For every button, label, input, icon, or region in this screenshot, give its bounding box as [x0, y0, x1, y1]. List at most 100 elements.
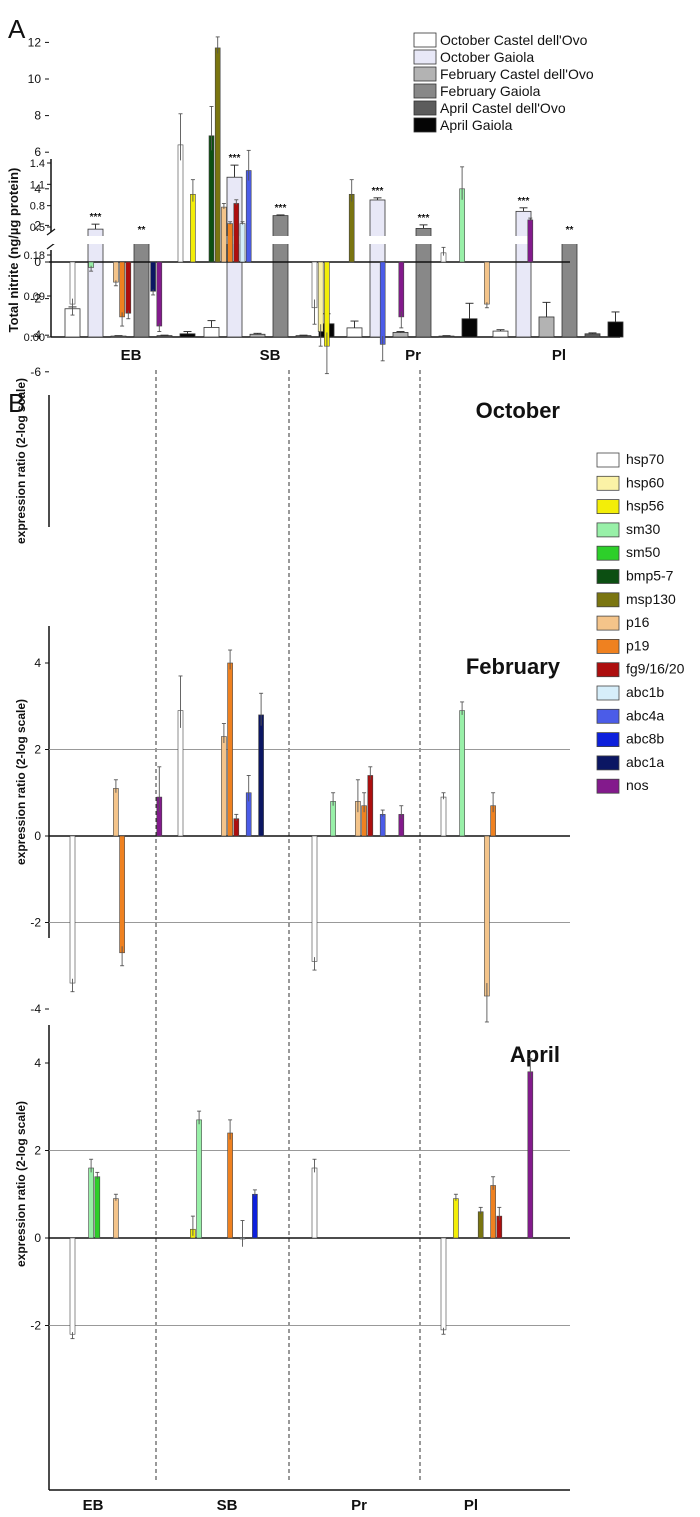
x-category-label: SB	[260, 347, 281, 364]
y-tick-label: 0.09	[24, 291, 45, 303]
bar-p16	[221, 206, 227, 263]
legend-label: April Gaiola	[440, 117, 513, 133]
x-category-label: EB	[121, 347, 142, 364]
bar-fg9/16/20	[125, 261, 132, 314]
bar-abc1b	[239, 223, 246, 263]
x-category-label: Pr	[351, 1497, 367, 1514]
bar	[249, 333, 266, 338]
y-tick-label: 0	[34, 1231, 41, 1245]
y-tick-label: -6	[30, 365, 41, 379]
legend-swatch-sm50	[596, 545, 620, 561]
bar	[492, 330, 509, 338]
y-tick-label: -4	[30, 328, 41, 342]
y-tick-label: 6	[34, 145, 41, 159]
legend-swatch	[413, 100, 437, 116]
bar-hsp60	[317, 261, 324, 332]
y-axis-label: expression ratio (2-log scale)	[14, 1101, 28, 1267]
bar-nos	[527, 219, 534, 263]
bar	[584, 333, 601, 338]
y-axis-label: expression ratio (2-log scale)	[14, 699, 28, 865]
subplot-title: February	[466, 654, 561, 679]
significance-label: ***	[229, 153, 241, 164]
bar	[87, 228, 104, 338]
bar	[415, 228, 432, 338]
y-tick-label: 12	[28, 35, 42, 49]
y-tick-label: 0.18	[24, 250, 45, 262]
legend-swatch	[413, 66, 437, 82]
legend-label: October Gaiola	[440, 49, 534, 65]
legend-label: abc4a	[626, 707, 664, 723]
significance-label: ***	[372, 186, 384, 197]
legend-swatch-hsp60	[596, 475, 620, 491]
bar-fg9/16/20	[233, 203, 240, 263]
legend-swatch	[413, 32, 437, 48]
bar-abc1a	[150, 261, 156, 292]
bar-hsp70	[311, 835, 318, 962]
bar-nos	[398, 261, 405, 318]
significance-label: **	[566, 225, 574, 236]
significance-label: **	[138, 225, 146, 236]
bar-nos	[527, 1071, 534, 1239]
legend-label: abc8b	[626, 731, 664, 747]
legend-label: hsp60	[626, 474, 664, 490]
legend-swatch-hsp56	[596, 499, 620, 515]
legend-label: April Castel dell'Ovo	[440, 100, 566, 116]
significance-label: ***	[275, 203, 287, 214]
bar-abc4a	[245, 170, 252, 263]
x-category-label: EB	[83, 1497, 104, 1514]
legend-swatch-sm30	[596, 522, 620, 538]
bar-msp130	[348, 193, 355, 263]
y-tick-label: 1.1	[30, 179, 45, 191]
bar-hsp70	[177, 144, 184, 263]
legend-swatch-nos	[596, 778, 620, 794]
y-tick-label: -2	[30, 292, 41, 306]
legend-label: abc1b	[626, 684, 664, 700]
y-tick-label: 1.4	[30, 158, 45, 170]
y-tick-label: 4	[34, 656, 41, 670]
bar	[607, 321, 624, 338]
bar	[203, 327, 220, 338]
bar-msp130	[477, 1211, 484, 1239]
bar-hsp70	[69, 261, 76, 305]
bar	[561, 241, 578, 338]
bar-p19	[227, 223, 233, 263]
significance-label: ***	[418, 213, 430, 224]
bar-p19	[227, 662, 233, 837]
legend-swatch-abc8b	[596, 732, 620, 747]
legend-swatch-msp130	[596, 592, 620, 608]
bar-abc4a	[379, 261, 386, 345]
bar-hsp70	[69, 835, 76, 984]
legend-swatch-abc1b	[596, 685, 620, 701]
bar	[438, 335, 455, 338]
y-axis-label: expression ratio (2-log scale)	[14, 378, 28, 544]
bar-hsp70	[177, 710, 184, 837]
legend-swatch-abc4a	[596, 708, 620, 724]
bar-p16	[484, 261, 490, 305]
y-tick-label: -4	[30, 1002, 41, 1016]
legend-label: hsp56	[626, 498, 664, 514]
legend-label: p19	[626, 637, 650, 653]
bar	[295, 335, 312, 338]
y-tick-label: 10	[28, 72, 42, 86]
bar-p19	[227, 1132, 233, 1239]
y-tick-label: 0.00	[24, 332, 45, 344]
bar-hsp70	[69, 1237, 76, 1335]
legend-label: sm30	[626, 521, 660, 537]
legend-swatch	[413, 117, 437, 133]
bar-p19	[490, 1185, 496, 1239]
bar-sm50	[94, 1176, 101, 1239]
subplot-title: April	[510, 1042, 560, 1067]
y-tick-label: 8	[34, 109, 41, 123]
legend-label: October Castel dell'Ovo	[440, 32, 588, 48]
bar-abc4a	[379, 814, 386, 837]
bar-p19	[119, 835, 125, 954]
bar-p19	[119, 261, 125, 318]
legend-label: abc1a	[626, 754, 664, 770]
legend-label: sm50	[626, 544, 660, 560]
x-category-label: Pl	[464, 1497, 478, 1514]
bar-sm30	[88, 1167, 94, 1239]
bar-p16	[221, 736, 227, 837]
bar-p16	[113, 1198, 119, 1239]
bar-p16	[484, 835, 490, 997]
